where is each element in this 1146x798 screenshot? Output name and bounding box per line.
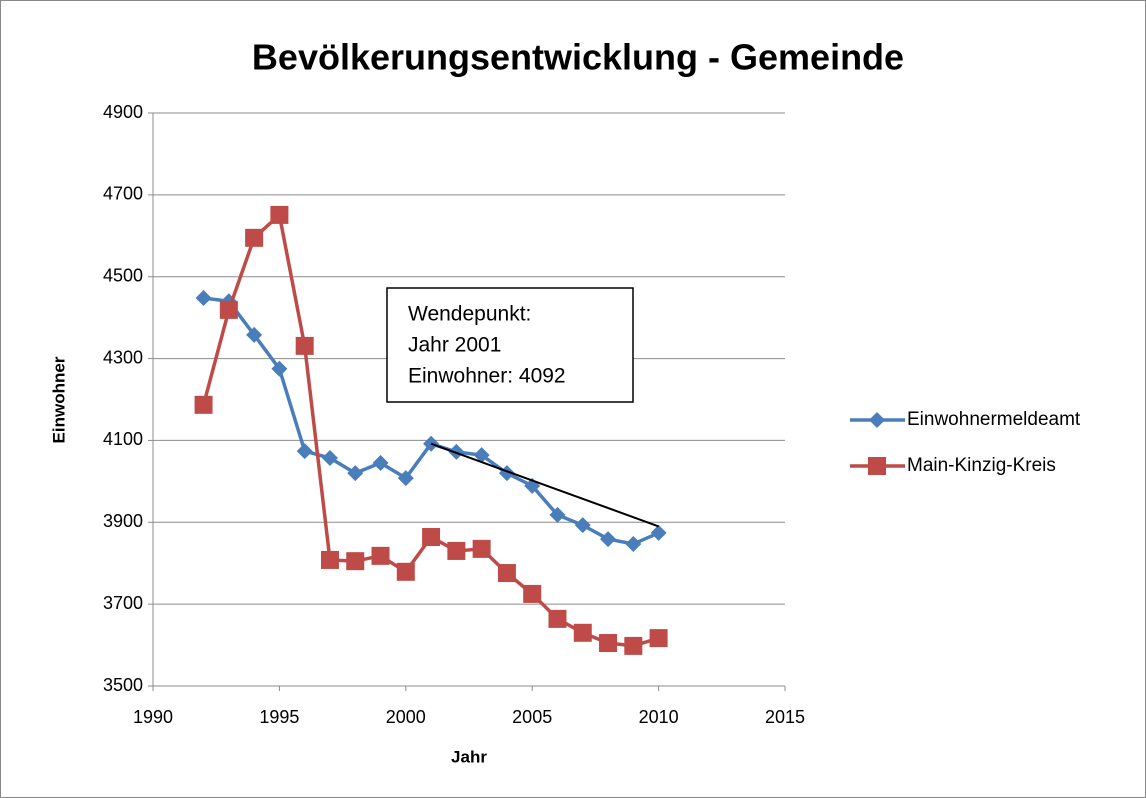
annotation-text: Jahr 2001	[408, 334, 501, 357]
y-tick-label: 3700	[103, 593, 143, 613]
marker	[320, 550, 339, 569]
marker	[245, 228, 264, 247]
x-tick-label: 2010	[639, 707, 679, 727]
y-axis-label: Einwohner	[49, 356, 68, 443]
marker	[321, 450, 338, 467]
y-tick-label: 4100	[103, 429, 143, 449]
marker	[625, 535, 642, 552]
y-tick-label: 3900	[103, 511, 143, 531]
marker	[219, 300, 238, 319]
y-tick-label: 4700	[103, 184, 143, 204]
marker	[270, 205, 289, 224]
legend: Einwohnermeldeamt Main-Kinzig-Kreis	[850, 409, 1081, 476]
marker	[599, 634, 618, 653]
legend-label: Einwohnermeldeamt	[907, 409, 1081, 430]
marker	[246, 326, 263, 343]
y-tick-label: 4900	[103, 102, 143, 122]
marker	[573, 623, 592, 642]
marker	[422, 528, 441, 547]
marker	[473, 447, 490, 464]
x-tick-label: 2000	[386, 707, 426, 727]
grid: 3500 3700 3900 4100 4300 4500 4700 4900 1990 1995…	[103, 102, 805, 727]
marker	[868, 457, 886, 475]
y-tick-label: 3500	[103, 675, 143, 695]
marker	[346, 552, 365, 571]
marker	[548, 609, 567, 628]
marker	[649, 629, 668, 648]
marker	[295, 336, 314, 355]
marker	[549, 506, 566, 523]
annotation-box	[386, 287, 634, 403]
annotation-text: Wendepunkt:	[408, 303, 531, 326]
marker	[624, 636, 643, 655]
marker	[650, 524, 667, 541]
marker	[600, 531, 617, 548]
marker	[271, 360, 288, 377]
marker	[472, 539, 491, 558]
marker	[195, 289, 212, 306]
marker	[869, 412, 885, 428]
marker	[194, 395, 213, 414]
x-tick-label: 2005	[512, 707, 552, 727]
x-axis-label: Jahr	[451, 747, 487, 766]
marker	[574, 517, 591, 534]
legend-label: Main-Kinzig-Kreis	[907, 455, 1056, 476]
marker	[497, 564, 516, 583]
marker	[372, 454, 389, 471]
x-tick-label: 1990	[133, 707, 173, 727]
annotation-text: Einwohner: 4092	[408, 365, 566, 388]
y-tick-label: 4300	[103, 347, 143, 367]
marker	[396, 562, 415, 581]
marker	[371, 546, 390, 565]
plot-area	[194, 205, 668, 655]
chart-title: Bevölkerungsentwicklung - Gemeinde	[252, 37, 904, 78]
marker	[523, 584, 542, 603]
y-tick-label: 4500	[103, 265, 143, 285]
x-tick-label: 1995	[259, 707, 299, 727]
marker	[347, 465, 364, 482]
marker	[296, 443, 313, 460]
x-tick-label: 2015	[765, 707, 805, 727]
marker	[447, 541, 466, 560]
marker	[397, 470, 414, 487]
trendline	[430, 442, 659, 528]
